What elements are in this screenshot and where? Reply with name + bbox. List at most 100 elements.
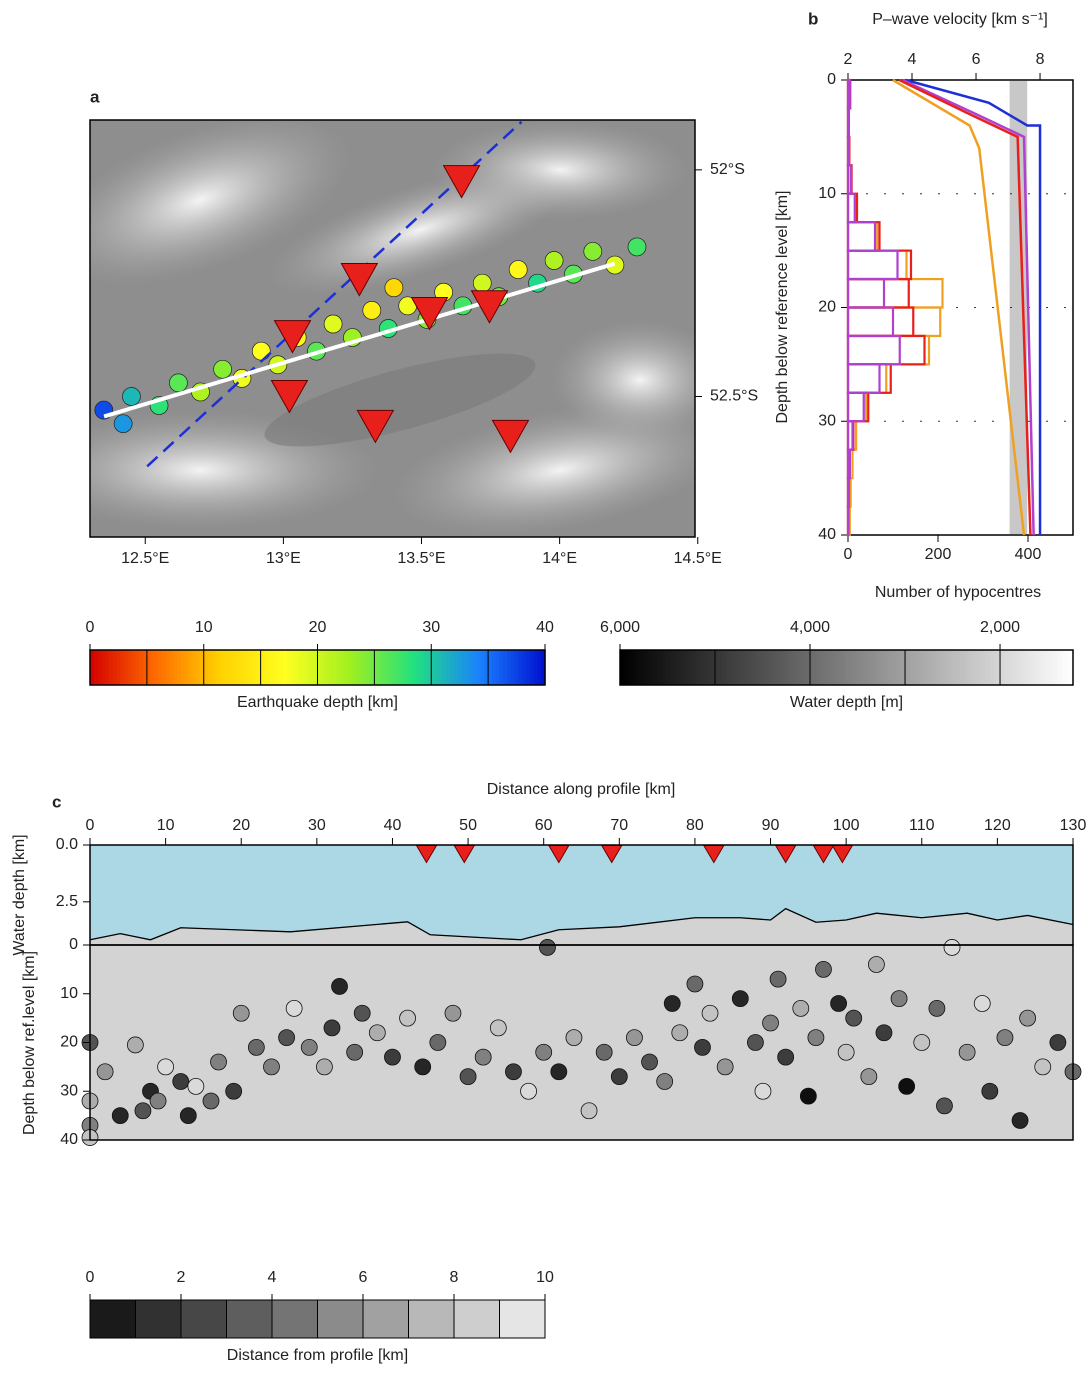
colorbar-strip [151, 650, 155, 685]
colorbar-strip [914, 650, 918, 685]
x-tick-label: 120 [984, 817, 1011, 834]
x-tick-label: 6 [972, 51, 981, 68]
earthquake [324, 315, 342, 333]
colorbar-strip [234, 650, 238, 685]
hypocentre [664, 996, 680, 1012]
colorbar-strip [185, 650, 189, 685]
colorbar-strip [673, 650, 677, 685]
histogram-bar [848, 222, 875, 250]
hypocentre [211, 1054, 227, 1070]
colorbar-strip [522, 650, 526, 685]
colorbar-strip [711, 650, 715, 685]
colorbar-strip [439, 650, 443, 685]
colorbar-tick-label: 10 [195, 619, 213, 636]
colorbar-strip [824, 650, 828, 685]
x2-tick-label: 400 [1015, 546, 1042, 563]
hypocentre [626, 1030, 642, 1046]
colorbar-strip [639, 650, 643, 685]
hypocentre [838, 1044, 854, 1060]
colorbar-strip [101, 650, 105, 685]
colorbar-strip [933, 650, 937, 685]
y-axis-label: Depth below reference level [km] [774, 191, 791, 424]
colorbar-strip [692, 650, 696, 685]
colorbar-strip [1043, 650, 1047, 685]
histogram-bar [848, 308, 940, 336]
hypocentre [846, 1010, 862, 1026]
earthquake [545, 252, 563, 270]
hypocentre [263, 1059, 279, 1075]
colorbar-strip [492, 650, 496, 685]
colorbar-strip [756, 650, 760, 685]
colorbar-strip [930, 650, 934, 685]
hypocentre [460, 1069, 476, 1085]
hypocentre [400, 1010, 416, 1026]
colorbar-strip [797, 650, 801, 685]
colorbar-strip [775, 650, 779, 685]
colorbar-strip [208, 650, 212, 685]
colorbar-strip [1009, 650, 1013, 685]
colorbar-strip [473, 650, 477, 685]
colorbar-strip [741, 650, 745, 685]
colorbar-strip [635, 650, 639, 685]
hypocentre [415, 1059, 431, 1075]
x-tick-label: 8 [1036, 51, 1045, 68]
colorbar-strip [336, 650, 340, 685]
colorbar-strip [918, 650, 922, 685]
colorbar-strip [1024, 650, 1028, 685]
colorbar-strip [862, 650, 866, 685]
colorbar-strip [1001, 650, 1005, 685]
colorbar-strip [707, 650, 711, 685]
y-tick-label: 40 [60, 1131, 78, 1148]
colorbar-strip [348, 650, 352, 685]
colorbar-strip [1013, 650, 1017, 685]
colorbar-strip [245, 650, 249, 685]
colorbar-strip [941, 650, 945, 685]
colorbar-strip [926, 650, 930, 685]
colorbar-strip [261, 650, 265, 685]
x-axis-label: Number of hypocentres [875, 584, 1041, 601]
colorbar-strip [696, 650, 700, 685]
hypocentre [672, 1025, 688, 1041]
colorbar-strip [643, 650, 647, 685]
colorbar-strip [1054, 650, 1058, 685]
x-tick-label: 30 [308, 817, 326, 834]
hypocentre [899, 1078, 915, 1094]
colorbar-strip [378, 650, 382, 685]
histogram-bar [848, 336, 925, 364]
x-tick-label: 13°E [266, 550, 301, 567]
colorbar-strip [109, 650, 113, 685]
colorbar-strip [518, 650, 522, 685]
hypocentre [929, 1000, 945, 1016]
hypocentre [286, 1000, 302, 1016]
histogram-bar [848, 108, 849, 136]
colorbar-strip [884, 650, 888, 685]
y-tick-label: 0 [827, 71, 836, 88]
colorbar-strip [1050, 650, 1054, 685]
hypocentre [611, 1069, 627, 1085]
colorbar-strip [1016, 650, 1020, 685]
x-tick-label: 14.5°E [674, 550, 722, 567]
hypocentre [539, 939, 555, 955]
colorbar-strip [196, 650, 200, 685]
hypocentre [581, 1103, 597, 1119]
colorbar-strip [994, 650, 998, 685]
x-tick-label: 4 [908, 51, 917, 68]
colorbar-strip [835, 650, 839, 685]
colorbar-strip [945, 650, 949, 685]
colorbar-cell [363, 1300, 409, 1338]
hypocentre [551, 1064, 567, 1080]
colorbar-strip [786, 650, 790, 685]
colorbar-strip [469, 650, 473, 685]
hypocentre [808, 1030, 824, 1046]
hypocentre [445, 1005, 461, 1021]
colorbar-strip [624, 650, 628, 685]
histogram-bar [848, 279, 884, 307]
colorbar-strip [684, 650, 688, 685]
x-tick-label: 0 [86, 817, 95, 834]
colorbar-strip [166, 650, 170, 685]
histogram-bar [848, 137, 849, 165]
hypocentre [384, 1049, 400, 1065]
histogram-bar [848, 222, 877, 250]
colorbar-strip [496, 650, 500, 685]
histogram-bar [848, 364, 880, 392]
